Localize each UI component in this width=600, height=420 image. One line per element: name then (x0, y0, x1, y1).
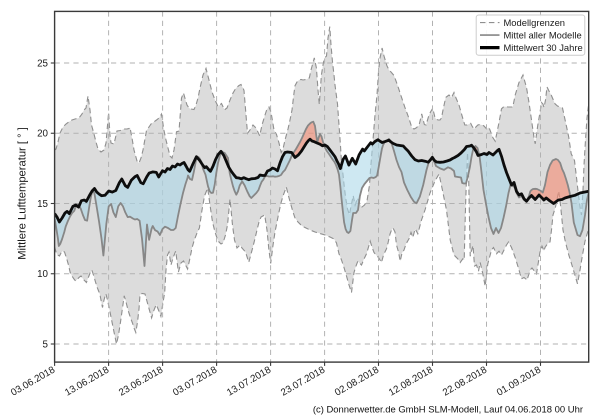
svg-text:15: 15 (37, 199, 48, 210)
svg-text:Mittlere Lufttemperatur [ ° ]: Mittlere Lufttemperatur [ ° ] (17, 127, 29, 260)
svg-text:Mittelwert 30 Jahre: Mittelwert 30 Jahre (504, 42, 583, 53)
svg-text:25: 25 (37, 58, 48, 69)
svg-text:(c) Donnerwetter.de GmbH SLM-M: (c) Donnerwetter.de GmbH SLM-Modell, Lau… (313, 405, 583, 416)
svg-text:Mittel aller Modelle: Mittel aller Modelle (504, 30, 582, 41)
svg-text:Modellgrenzen: Modellgrenzen (504, 17, 566, 28)
svg-text:20: 20 (37, 129, 48, 140)
svg-text:5: 5 (43, 339, 49, 350)
svg-text:10: 10 (37, 269, 48, 280)
